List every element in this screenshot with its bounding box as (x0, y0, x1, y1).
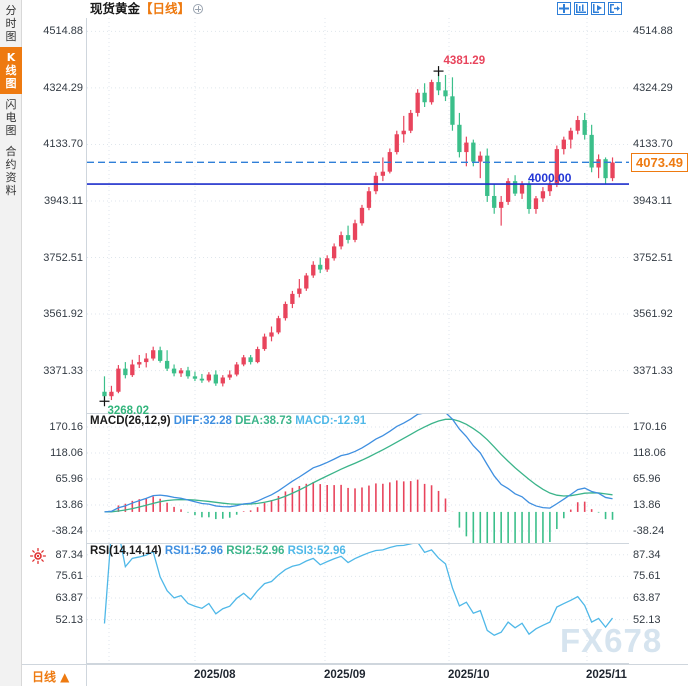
macd-plot[interactable] (86, 414, 629, 544)
sidebar-item-label: 图 (5, 30, 17, 43)
rsi-tick-right: 52.13 (633, 613, 661, 626)
time-axis: 日线 ▲ 2025/08 2025/09 2025/10 2025/11 (22, 664, 688, 686)
sidebar-item-label: K (6, 51, 16, 64)
crosshair-tool-icon[interactable] (557, 2, 571, 15)
sun-indicator-icon[interactable] (30, 548, 46, 564)
price-tick-right: 3371.33 (633, 364, 673, 377)
date-tick: 2025/08 (194, 669, 236, 681)
price-tick-right: 4133.70 (633, 138, 673, 151)
macd-tick-left: 118.06 (50, 446, 83, 459)
macd-panel: 170.16 118.06 65.96 13.86 -38.24 170.16 118.0… (22, 414, 688, 544)
macd-tick-right: 65.96 (633, 472, 661, 485)
price-chart-panel: 4514.88 4324.29 4133.70 3943.11 3752.51 3561.… (22, 18, 688, 417)
macd-dea-value: DEA:38.73 (235, 415, 292, 427)
date-tick: 2025/10 (448, 669, 490, 681)
price-tick-right: 4324.29 (633, 81, 673, 94)
macd-tick-left: 13.86 (55, 498, 83, 511)
chart-scale-icon[interactable] (574, 2, 588, 15)
rsi-tick-right: 87.34 (633, 548, 661, 561)
price-axis-left: 4514.88 4324.29 4133.70 3943.11 3752.51 3561.… (22, 18, 86, 414)
price-tick-left: 3561.92 (43, 308, 83, 321)
macd-axis-left: 170.16 118.06 65.96 13.86 -38.24 (22, 414, 86, 544)
date-tick: 2025/09 (324, 669, 366, 681)
price-axis-right: 4514.88 4324.29 4133.70 3943.11 3752.51 3561.… (629, 18, 688, 414)
price-tick-left: 4324.29 (43, 81, 83, 94)
chart-export-icon[interactable] (608, 2, 622, 15)
rsi-legend: RSI(14,14,14) RSI1:52.96 RSI2:52.96 RSI3… (90, 545, 346, 558)
period-high-label: 4381.29 (443, 55, 486, 68)
macd-tick-right: 118.06 (633, 446, 666, 459)
symbol-period: 【日线】 (140, 1, 191, 16)
rsi-tick-left: 63.87 (55, 591, 83, 604)
sidebar-item-label: 约 (5, 158, 17, 171)
price-tick-right: 3752.51 (633, 251, 673, 264)
rsi-tick-right: 75.61 (633, 570, 661, 583)
sidebar-item-label: 电 (5, 111, 17, 124)
macd-title: MACD(26,12,9) (90, 415, 171, 427)
chart-toolbar (557, 2, 622, 15)
rsi-tick-left: 52.13 (55, 613, 83, 626)
date-tick: 2025/11 (586, 669, 627, 681)
rsi-axis-left: 87.34 75.61 63.87 52.13 (22, 544, 86, 664)
macd-macd-value: MACD:-12.91 (295, 415, 367, 427)
page-title: 现货黄金【日线】 (90, 1, 204, 17)
macd-tick-left: 170.16 (49, 420, 83, 433)
crosshair-circle-icon[interactable] (193, 4, 204, 14)
price-tick-left: 3943.11 (44, 194, 83, 207)
rsi-tick-left: 87.34 (55, 548, 83, 561)
price-tick-right: 3943.11 (633, 194, 672, 207)
sidebar-item-lightning-chart[interactable]: 闪电图 (0, 94, 22, 141)
symbol-name: 现货黄金 (90, 1, 141, 16)
price-tick-left: 3752.51 (43, 251, 83, 264)
rsi-title: RSI(14,14,14) (90, 545, 162, 557)
sidebar-item-label: 分 (5, 4, 17, 17)
macd-tick-right: 170.16 (633, 420, 667, 433)
sidebar-item-label: 图 (5, 77, 17, 90)
sidebar-item-label: 图 (5, 124, 17, 137)
candlestick-plot[interactable] (86, 18, 629, 414)
macd-diff-value: DIFF:32.28 (173, 415, 232, 427)
sidebar-item-label: 闪 (5, 98, 17, 111)
sidebar-item-label: 料 (5, 184, 17, 197)
price-tick-right: 3561.92 (633, 308, 673, 321)
rsi3-value: RSI3:52.96 (287, 545, 346, 557)
chart-title-bar: 现货黄金【日线】 (22, 0, 688, 18)
rsi-tick-left: 75.61 (55, 570, 83, 583)
sidebar-item-contract-info[interactable]: 合约资料 (0, 141, 22, 201)
sidebar-item-label: 时 (5, 17, 17, 30)
macd-legend: MACD(26,12,9) DIFF:32.28 DEA:38.73 MACD:… (90, 415, 366, 428)
macd-axis-right: 170.16 118.06 65.96 13.86 -38.24 (629, 414, 688, 544)
price-tick-left: 4514.88 (43, 25, 83, 38)
rsi-axis-right: 87.34 75.61 63.87 52.13 (629, 544, 688, 664)
sidebar-item-label: 资 (5, 171, 17, 184)
macd-tick-left: 65.96 (55, 472, 83, 485)
last-price-badge[interactable]: 4073.49 (631, 153, 688, 173)
rsi-tick-right: 63.87 (633, 591, 661, 604)
price-tick-left: 3371.33 (43, 364, 83, 377)
support-line-label: 4000.00 (528, 171, 572, 186)
sidebar-item-timeshare-chart[interactable]: 分时图 (0, 0, 22, 47)
price-tick-left: 4133.70 (43, 138, 83, 151)
rsi-plot[interactable] (86, 544, 629, 664)
rsi-panel: 87.34 75.61 63.87 52.13 87.34 75.61 63.87 52.1… (22, 544, 688, 664)
time-axis-separator (86, 665, 87, 686)
chart-shift-icon[interactable] (591, 2, 605, 15)
macd-tick-left: -38.24 (51, 524, 83, 537)
rsi1-value: RSI1:52.96 (164, 545, 223, 557)
sidebar-item-label: 合 (5, 145, 17, 158)
price-tick-right: 4514.88 (633, 25, 673, 38)
macd-tick-right: 13.86 (633, 498, 661, 511)
sidebar-item-label: 线 (5, 64, 17, 77)
period-selector-button[interactable]: 日线 ▲ (32, 670, 70, 684)
rsi2-value: RSI2:52.96 (226, 545, 285, 557)
macd-tick-right: -38.24 (633, 524, 665, 537)
